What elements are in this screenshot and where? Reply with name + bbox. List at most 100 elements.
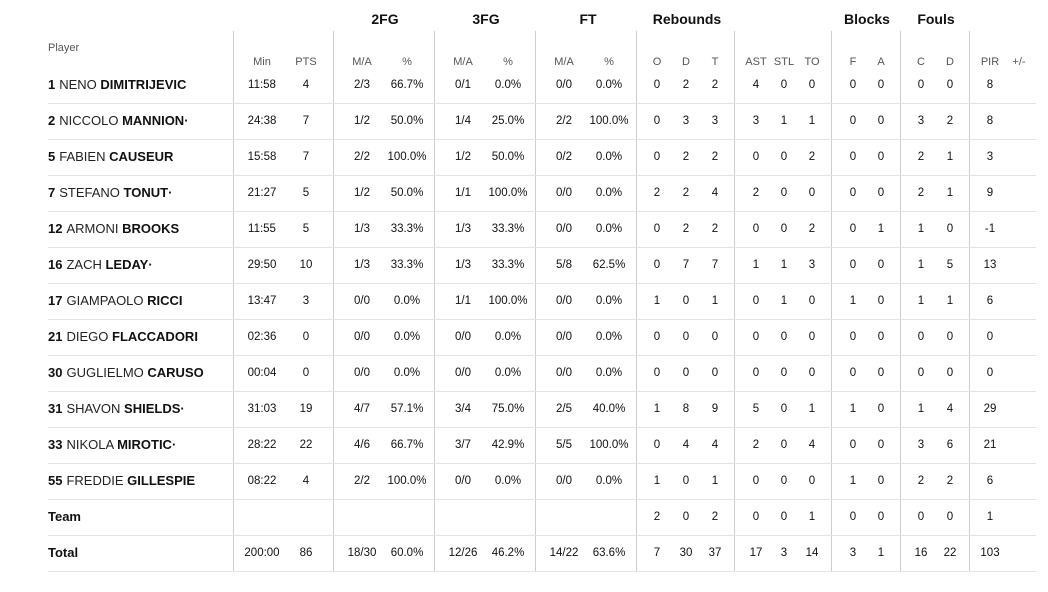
table-row[interactable]: 16 ZACH LEDAY· 29:50 10 1/3 33.3% 1/3 33.3% 5/8 6… bbox=[48, 247, 1036, 284]
stat-to: 1 bbox=[808, 511, 816, 523]
stat-2fg-pct: 50.0% bbox=[390, 115, 424, 127]
stat-to: 1 bbox=[808, 403, 816, 415]
player-first-name: STEFANO bbox=[59, 185, 120, 200]
player-name[interactable]: 17 GIAMPAOLO RICCI bbox=[48, 283, 183, 319]
stat-blk-a: 0 bbox=[877, 511, 885, 523]
player-name[interactable]: 16 ZACH LEDAY· bbox=[48, 247, 153, 283]
stat-foul-d: 0 bbox=[946, 223, 954, 235]
stat-min: 31:03 bbox=[247, 403, 277, 415]
stat-ast: 0 bbox=[752, 223, 760, 235]
stat-reb-t: 2 bbox=[711, 223, 719, 235]
stat-ast: 0 bbox=[752, 475, 760, 487]
column-header-ast: AST bbox=[745, 56, 767, 68]
table-row[interactable]: 33 NIKOLA MIROTIC· 28:22 22 4/6 66.7% 3/7 42.9%… bbox=[48, 427, 1036, 464]
stat-stl: 0 bbox=[780, 403, 788, 415]
stat-2fg-pct bbox=[383, 499, 431, 535]
player-name[interactable]: 7 STEFANO TONUT· bbox=[48, 175, 172, 211]
stat-foul-c: 2 bbox=[917, 151, 925, 163]
stat-foul-d: 1 bbox=[946, 187, 954, 199]
player-first-name: ZACH bbox=[66, 257, 102, 272]
table-row[interactable]: 5 FABIEN CAUSEUR 15:58 7 2/2 100.0% 1/2 50.0% 0/… bbox=[48, 139, 1036, 176]
stat-ft-pct: 0.0% bbox=[595, 475, 623, 487]
stat-reb-t: 9 bbox=[711, 403, 719, 415]
column-divider bbox=[535, 31, 536, 572]
stat-to: 0 bbox=[808, 475, 816, 487]
table-row[interactable]: 31 SHAVON SHIELDS· 31:03 19 4/7 57.1% 3/4 75.0%… bbox=[48, 391, 1036, 428]
player-name[interactable]: 33 NIKOLA MIROTIC· bbox=[48, 427, 176, 463]
player-name[interactable]: 12 ARMONI BROOKS bbox=[48, 211, 179, 247]
stat-foul-c: 3 bbox=[917, 115, 925, 127]
table-row[interactable]: 12 ARMONI BROOKS 11:55 5 1/3 33.3% 1/3 33.3% 0/0… bbox=[48, 211, 1036, 248]
stat-ft-ma: 14/22 bbox=[549, 547, 579, 559]
table-row[interactable]: 7 STEFANO TONUT· 21:27 5 1/2 50.0% 1/1 100.0% 0/… bbox=[48, 175, 1036, 212]
player-last-name: FLACCADORI bbox=[112, 329, 198, 344]
stat-foul-d: 0 bbox=[946, 367, 954, 379]
stat-2fg-pct: 100.0% bbox=[387, 475, 427, 487]
stat-foul-c: 2 bbox=[917, 187, 925, 199]
table-row[interactable]: 2 NICCOLO MANNION· 24:38 7 1/2 50.0% 1/4 25.0% 2… bbox=[48, 103, 1036, 140]
player-number: 30 bbox=[48, 365, 63, 380]
stat-min: 02:36 bbox=[247, 331, 277, 343]
stat-reb-d: 7 bbox=[682, 259, 690, 271]
stat-ft-ma: 0/2 bbox=[556, 151, 572, 163]
stat-reb-t: 1 bbox=[711, 475, 719, 487]
stat-min: 29:50 bbox=[247, 259, 277, 271]
stat-to: 2 bbox=[808, 223, 816, 235]
stat-pir: 103 bbox=[980, 547, 1000, 559]
table-row[interactable]: 17 GIAMPAOLO RICCI 13:47 3 0/0 0.0% 1/1 100.0% 0… bbox=[48, 283, 1036, 320]
stat-reb-o: 7 bbox=[653, 547, 661, 559]
player-name[interactable]: 55 FREDDIE GILLESPIE bbox=[48, 463, 195, 499]
player-name[interactable]: 30 GUGLIELMO CARUSO bbox=[48, 355, 204, 391]
column-header-2fg-ma: M/A bbox=[352, 56, 372, 68]
stat-foul-c: 1 bbox=[917, 295, 925, 307]
table-row[interactable]: 1 NENO DIMITRIJEVIC 11:58 4 2/3 66.7% 0/1 0.0% 0… bbox=[48, 67, 1036, 104]
stat-ast: 4 bbox=[752, 79, 760, 91]
stat-ft-ma: 2/5 bbox=[556, 403, 572, 415]
stat-pts: 19 bbox=[299, 403, 313, 415]
stat-ft-pct: 40.0% bbox=[592, 403, 626, 415]
stat-foul-c: 1 bbox=[917, 223, 925, 235]
stat-blk-f: 0 bbox=[849, 439, 857, 451]
stat-2fg-ma: 0/0 bbox=[354, 295, 370, 307]
stat-plus-minus bbox=[995, 211, 1043, 247]
table-row[interactable]: 55 FREDDIE GILLESPIE 08:22 4 2/2 100.0% 0/0 0.0… bbox=[48, 463, 1036, 500]
stat-3fg-pct: 100.0% bbox=[488, 187, 528, 199]
player-number: 16 bbox=[48, 257, 63, 272]
stat-blk-a: 0 bbox=[877, 79, 885, 91]
stat-reb-t: 0 bbox=[711, 367, 719, 379]
stat-plus-minus bbox=[995, 175, 1043, 211]
stat-ft-pct: 0.0% bbox=[595, 151, 623, 163]
column-header-pir: PIR bbox=[980, 56, 1000, 68]
table-row[interactable]: 21 DIEGO FLACCADORI 02:36 0 0/0 0.0% 0/0 0.0% 0/… bbox=[48, 319, 1036, 356]
player-name[interactable]: 21 DIEGO FLACCADORI bbox=[48, 319, 198, 355]
column-divider bbox=[636, 31, 637, 572]
player-name[interactable]: 31 SHAVON SHIELDS· bbox=[48, 391, 185, 427]
player-name[interactable]: 1 NENO DIMITRIJEVIC bbox=[48, 67, 186, 103]
stat-2fg-pct: 0.0% bbox=[393, 367, 421, 379]
stat-3fg-ma: 3/4 bbox=[455, 403, 471, 415]
stat-plus-minus bbox=[995, 427, 1043, 463]
stat-foul-c: 1 bbox=[917, 259, 925, 271]
stat-to: 0 bbox=[808, 331, 816, 343]
stat-ft-pct: 0.0% bbox=[595, 79, 623, 91]
player-name[interactable]: 5 FABIEN CAUSEUR bbox=[48, 139, 173, 175]
stat-blk-a: 0 bbox=[877, 295, 885, 307]
stat-stl: 3 bbox=[780, 547, 788, 559]
stat-plus-minus bbox=[995, 67, 1043, 103]
stat-plus-minus bbox=[995, 499, 1043, 535]
stat-ft-ma: 0/0 bbox=[556, 475, 572, 487]
player-first-name: FREDDIE bbox=[66, 473, 124, 488]
table-row[interactable]: 30 GUGLIELMO CARUSO 00:04 0 0/0 0.0% 0/0 0.0% 0/… bbox=[48, 355, 1036, 392]
stat-ft-pct: 62.5% bbox=[592, 259, 626, 271]
stat-plus-minus bbox=[995, 139, 1043, 175]
stat-3fg-ma: 12/26 bbox=[448, 547, 478, 559]
stat-ast: 0 bbox=[752, 151, 760, 163]
stat-pts: 4 bbox=[302, 475, 310, 487]
column-header-foul-d: D bbox=[946, 56, 954, 68]
player-name[interactable]: 2 NICCOLO MANNION· bbox=[48, 103, 189, 139]
column-header-to: TO bbox=[804, 56, 820, 68]
stat-blk-f: 0 bbox=[849, 151, 857, 163]
stat-to: 4 bbox=[808, 439, 816, 451]
stat-pir: 0 bbox=[986, 331, 994, 343]
column-header-ft-ma: M/A bbox=[554, 56, 574, 68]
